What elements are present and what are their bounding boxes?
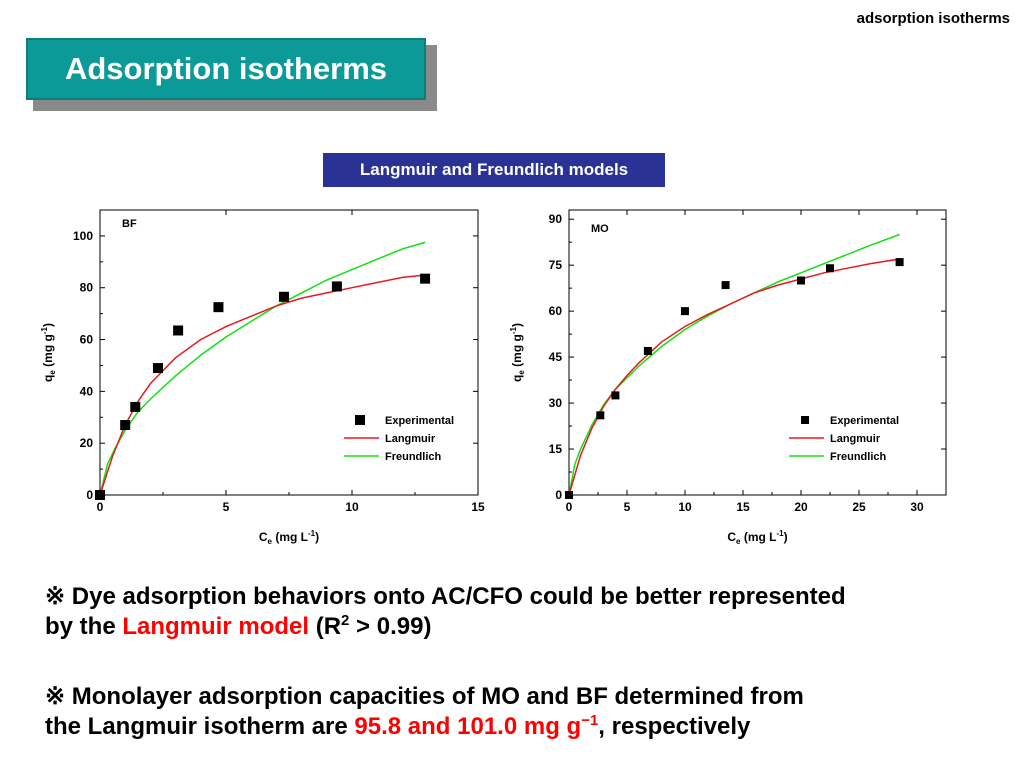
experimental-point bbox=[278, 291, 289, 302]
freundlich-curve bbox=[99, 241, 426, 496]
experimental-point bbox=[895, 258, 904, 267]
legend-experimental-marker bbox=[355, 415, 365, 425]
y-tick-label: 15 bbox=[549, 442, 563, 456]
y-tick-label: 90 bbox=[549, 212, 563, 226]
capacity-values-highlight: 95.8 and 101.0 mg g bbox=[354, 713, 582, 740]
note-1-text-4: > 0.99) bbox=[349, 613, 432, 640]
experimental-point bbox=[643, 346, 652, 355]
note-2-line-1: ※ Monolayer adsorption capacities of MO … bbox=[45, 682, 804, 712]
y-axis-label: qe (mg g-1) bbox=[509, 323, 526, 382]
legend-langmuir-label: Langmuir bbox=[385, 433, 436, 445]
x-tick-label: 0 bbox=[566, 500, 573, 514]
legend-experimental-label: Experimental bbox=[385, 415, 454, 427]
experimental-point bbox=[596, 411, 605, 420]
reference-mark: ※ bbox=[45, 583, 72, 610]
experimental-point bbox=[721, 281, 730, 290]
experimental-point bbox=[797, 276, 805, 285]
x-tick-label: 0 bbox=[97, 500, 104, 514]
x-tick-label: 10 bbox=[678, 500, 692, 514]
panel-label: BF bbox=[122, 218, 137, 230]
y-tick-label: 60 bbox=[549, 304, 563, 318]
y-tick-label: 0 bbox=[555, 488, 562, 502]
x-axis-label: Ce (mg L-1) bbox=[259, 529, 319, 546]
note-2-text-3: , respectively bbox=[598, 713, 751, 740]
note-langmuir-fit: ※ Dye adsorption behaviors onto AC/CFO c… bbox=[45, 582, 846, 642]
y-tick-label: 60 bbox=[80, 333, 94, 347]
x-tick-label: 20 bbox=[794, 500, 808, 514]
x-tick-label: 30 bbox=[910, 500, 924, 514]
y-tick-label: 30 bbox=[549, 396, 563, 410]
experimental-point bbox=[95, 490, 105, 500]
legend-freundlich-label: Freundlich bbox=[830, 451, 887, 463]
experimental-point bbox=[152, 363, 163, 374]
legend-experimental-label: Experimental bbox=[830, 415, 899, 427]
experimental-point bbox=[331, 281, 342, 292]
x-tick-label: 5 bbox=[223, 500, 230, 514]
panel-label: MO bbox=[591, 223, 609, 235]
note-1-text-1: Dye adsorption behaviors onto AC/CFO cou… bbox=[71, 583, 846, 610]
x-axis-label: Ce (mg L-1) bbox=[727, 529, 787, 546]
note-2-line-2: the Langmuir isotherm are 95.8 and 101.0… bbox=[45, 712, 804, 742]
bf-isotherm-chart: 0 5 10 15 0 20 40 60 80 100 Ce (mg L-1) qe (mg g-1)… bbox=[40, 209, 485, 546]
y-tick-label: 20 bbox=[80, 436, 94, 450]
experimental-point bbox=[565, 491, 573, 499]
langmuir-model-highlight: Langmuir model bbox=[122, 613, 310, 640]
plot-frame bbox=[568, 209, 947, 496]
y-axis-label: qe (mg g-1) bbox=[40, 323, 57, 382]
experimental-point bbox=[681, 307, 689, 316]
note-2-text-1: Monolayer adsorption capacities of MO an… bbox=[71, 683, 804, 710]
x-tick-label: 25 bbox=[852, 500, 866, 514]
x-tick-label: 15 bbox=[736, 500, 750, 514]
y-tick-label: 0 bbox=[86, 488, 93, 502]
legend-freundlich-label: Freundlich bbox=[385, 451, 442, 463]
x-tick-label: 10 bbox=[345, 500, 359, 514]
note-capacities: ※ Monolayer adsorption capacities of MO … bbox=[45, 682, 804, 742]
note-2-text-2: the Langmuir isotherm are bbox=[45, 713, 355, 740]
x-tick-label: 5 bbox=[624, 500, 631, 514]
experimental-point bbox=[420, 273, 431, 284]
note-1-text-2: by the bbox=[45, 613, 123, 640]
slide-title: Adsorption isotherms bbox=[26, 38, 426, 100]
note-1-text-3: (R bbox=[309, 613, 342, 640]
legend-langmuir-label: Langmuir bbox=[830, 433, 881, 445]
y-tick-label: 45 bbox=[549, 350, 563, 364]
experimental-point bbox=[120, 420, 131, 431]
y-tick-label: 80 bbox=[80, 281, 94, 295]
experimental-point bbox=[173, 325, 184, 336]
x-tick-label: 15 bbox=[471, 500, 485, 514]
y-tick-label: 40 bbox=[80, 384, 94, 398]
reference-mark: ※ bbox=[45, 683, 72, 710]
langmuir-curve bbox=[99, 274, 428, 496]
experimental-point bbox=[130, 401, 141, 412]
mo-isotherm-chart: 0 5 10 15 20 25 30 0 15 30 45 60 75 90 Ce (mg L-1) qe (… bbox=[509, 209, 947, 546]
experimental-point bbox=[213, 302, 224, 313]
y-tick-label: 100 bbox=[73, 229, 93, 243]
corner-label: adsorption isotherms bbox=[856, 10, 1010, 27]
r-squared-exponent: 2 bbox=[341, 612, 350, 629]
y-tick-label: 75 bbox=[549, 258, 563, 272]
freundlich-curve bbox=[568, 233, 900, 496]
experimental-point bbox=[826, 264, 834, 273]
note-1-line-1: ※ Dye adsorption behaviors onto AC/CFO c… bbox=[45, 582, 846, 612]
experimental-point bbox=[611, 391, 620, 400]
unit-exponent: −1 bbox=[581, 712, 599, 729]
subtitle-banner: Langmuir and Freundlich models bbox=[323, 153, 665, 187]
legend-experimental-marker bbox=[801, 416, 809, 424]
note-1-line-2: by the Langmuir model (R2 > 0.99) bbox=[45, 612, 846, 642]
